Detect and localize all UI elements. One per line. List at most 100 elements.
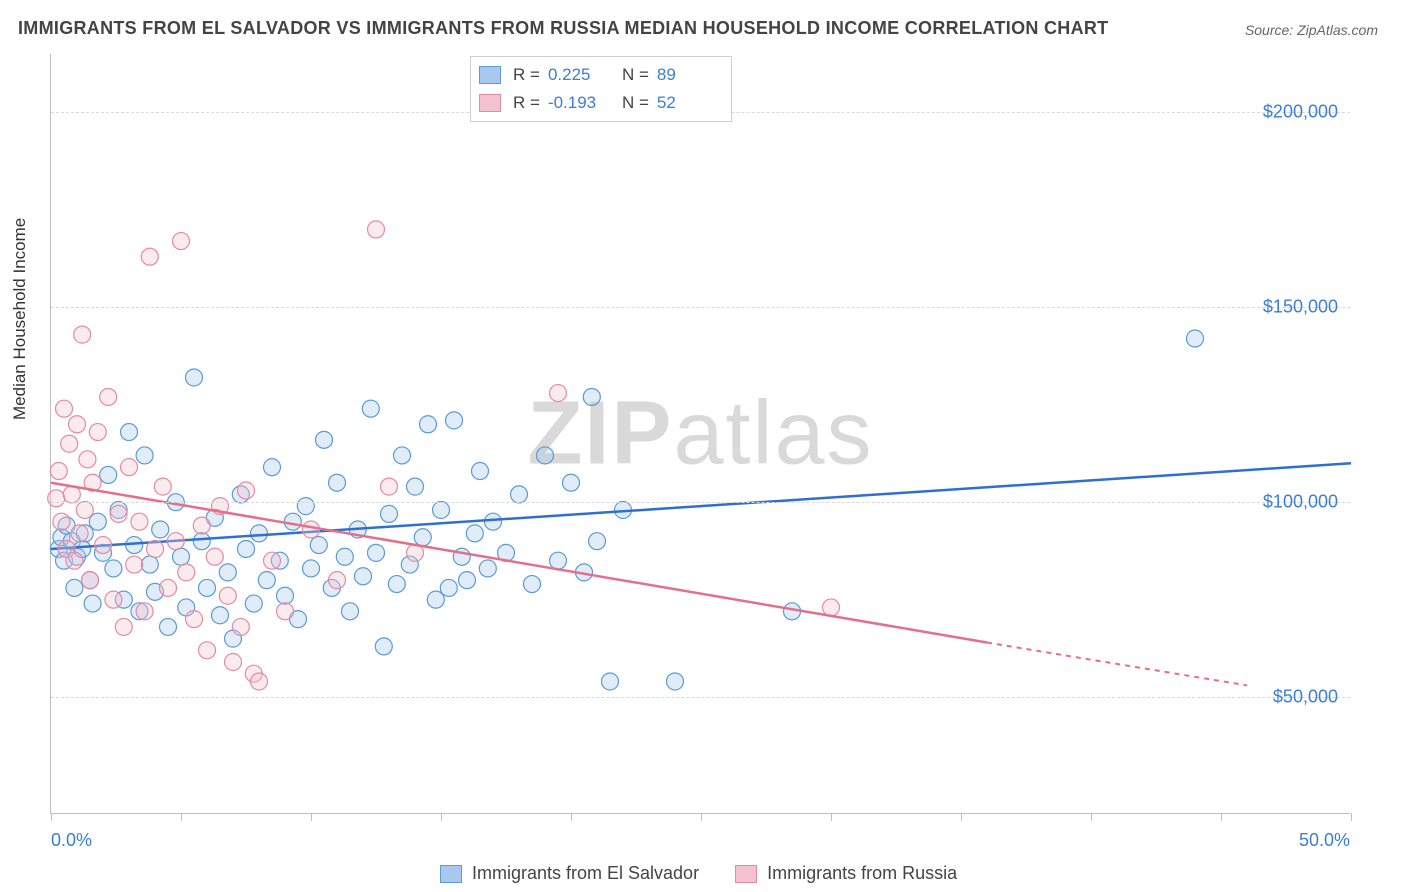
x-tick (441, 813, 442, 821)
y-tick-label: $100,000 (1263, 492, 1338, 513)
n-label: N = (622, 89, 649, 117)
x-tick (311, 813, 312, 821)
n-label: N = (622, 61, 649, 89)
scatter-point (89, 424, 106, 441)
scatter-point (329, 572, 346, 589)
scatter-point (173, 233, 190, 250)
scatter-point (141, 556, 158, 573)
n-value-0: 89 (657, 61, 719, 89)
scatter-point (414, 529, 431, 546)
scatter-point (479, 560, 496, 577)
plot-area: ZIPatlas 0.0% 50.0% $50,000$100,000$150,… (50, 54, 1350, 814)
r-value-0: 0.225 (548, 61, 610, 89)
scatter-point (375, 638, 392, 655)
scatter-point (56, 400, 73, 417)
scatter-point (66, 579, 83, 596)
scatter-point (563, 474, 580, 491)
scatter-point (602, 673, 619, 690)
scatter-point (126, 556, 143, 573)
scatter-point (160, 579, 177, 596)
scatter-point (310, 537, 327, 554)
scatter-point (53, 513, 70, 530)
scatter-point (121, 459, 138, 476)
scatter-point (238, 540, 255, 557)
scatter-point (152, 521, 169, 538)
legend-bottom-swatch-0 (440, 865, 462, 883)
r-label: R = (513, 89, 540, 117)
scatter-point (537, 447, 554, 464)
scatter-point (193, 533, 210, 550)
scatter-point (74, 326, 91, 343)
y-tick-label: $150,000 (1263, 297, 1338, 318)
scatter-point (583, 388, 600, 405)
scatter-point (50, 463, 67, 480)
scatter-point (277, 587, 294, 604)
scatter-point (76, 502, 93, 519)
scatter-point (110, 505, 127, 522)
scatter-point (154, 478, 171, 495)
legend-label-0: Immigrants from El Salvador (472, 863, 699, 884)
scatter-point (225, 654, 242, 671)
scatter-point (100, 388, 117, 405)
scatter-point (336, 548, 353, 565)
legend-stats: R = 0.225 N = 89 R = -0.193 N = 52 (470, 56, 732, 122)
scatter-point (71, 525, 88, 542)
scatter-point (368, 544, 385, 561)
scatter-point (173, 548, 190, 565)
x-axis-min-label: 0.0% (51, 830, 92, 851)
scatter-point (136, 603, 153, 620)
scatter-point (258, 572, 275, 589)
scatter-point (297, 498, 314, 515)
gridline (51, 502, 1350, 503)
x-tick (961, 813, 962, 821)
legend-item-0: Immigrants from El Salvador (440, 863, 699, 884)
x-tick (831, 813, 832, 821)
scatter-point (121, 424, 138, 441)
scatter-point (355, 568, 372, 585)
scatter-point (212, 607, 229, 624)
scatter-point (264, 459, 281, 476)
scatter-point (277, 603, 294, 620)
scatter-point (381, 478, 398, 495)
x-axis-max-label: 50.0% (1299, 830, 1350, 851)
scatter-point (199, 642, 216, 659)
scatter-point (472, 463, 489, 480)
scatter-point (342, 603, 359, 620)
chart-svg (51, 54, 1350, 813)
legend-label-1: Immigrants from Russia (767, 863, 957, 884)
x-tick (571, 813, 572, 821)
scatter-point (362, 400, 379, 417)
scatter-point (420, 416, 437, 433)
x-tick (1351, 813, 1352, 821)
x-tick (701, 813, 702, 821)
trend-line-dashed (987, 643, 1247, 686)
legend-stats-row-1: R = -0.193 N = 52 (479, 89, 719, 117)
scatter-point (550, 385, 567, 402)
scatter-point (131, 513, 148, 530)
scatter-point (167, 533, 184, 550)
n-value-1: 52 (657, 89, 719, 117)
scatter-point (136, 447, 153, 464)
scatter-point (368, 221, 385, 238)
legend-swatch-1 (479, 94, 501, 112)
scatter-point (193, 517, 210, 534)
scatter-point (245, 595, 262, 612)
x-tick (51, 813, 52, 821)
scatter-point (466, 525, 483, 542)
scatter-point (303, 521, 320, 538)
scatter-point (407, 478, 424, 495)
x-tick (1221, 813, 1222, 821)
scatter-point (459, 572, 476, 589)
scatter-point (446, 412, 463, 429)
scatter-point (440, 579, 457, 596)
scatter-point (84, 595, 101, 612)
scatter-point (186, 611, 203, 628)
trend-line (51, 463, 1351, 549)
scatter-point (485, 513, 502, 530)
scatter-point (264, 552, 281, 569)
scatter-point (232, 618, 249, 635)
scatter-point (115, 618, 132, 635)
scatter-point (667, 673, 684, 690)
scatter-point (381, 505, 398, 522)
scatter-point (394, 447, 411, 464)
